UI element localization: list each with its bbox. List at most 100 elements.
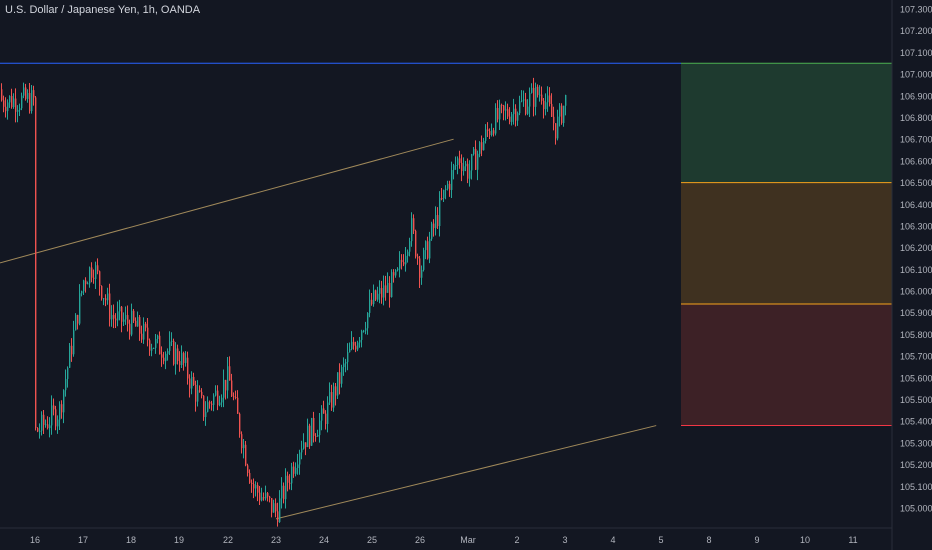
- candle-body: [145, 323, 147, 328]
- candle-body: [41, 414, 43, 431]
- candle-body: [249, 472, 251, 483]
- candle-body: [509, 116, 511, 122]
- candle-body: [369, 299, 371, 313]
- candle-body: [57, 419, 59, 427]
- price-tick-label: 105.800: [900, 330, 932, 340]
- candle-body: [431, 223, 433, 239]
- time-tick-label: 16: [30, 535, 40, 545]
- candle-body: [139, 317, 141, 334]
- candle-body: [13, 98, 15, 108]
- candle-body: [327, 402, 329, 424]
- channel-upper-line: [0, 138, 454, 264]
- candle-body: [277, 511, 279, 523]
- zone-loss: [681, 304, 892, 426]
- candle-body: [127, 315, 129, 324]
- risk-reward-zones[interactable]: [681, 62, 892, 427]
- candle-body: [437, 215, 439, 227]
- candle-body: [109, 293, 111, 320]
- candle-body: [173, 340, 175, 365]
- price-tick-label: 105.300: [900, 438, 932, 448]
- candle-body: [461, 162, 463, 172]
- candle-body: [31, 90, 33, 112]
- candle-body: [299, 452, 301, 465]
- time-tick-label: 17: [78, 535, 88, 545]
- price-tick-label: 105.100: [900, 482, 932, 492]
- candle-body: [333, 386, 335, 408]
- candle-body: [487, 129, 489, 132]
- time-tick-label: 11: [848, 535, 857, 545]
- candle-body: [161, 354, 163, 358]
- candle-body: [265, 493, 267, 499]
- candle-body: [279, 498, 281, 523]
- candle-body: [185, 357, 187, 363]
- candle-body: [245, 444, 247, 466]
- candle-body: [367, 312, 369, 329]
- candle-body: [1, 89, 3, 101]
- candle-body: [545, 102, 547, 110]
- candle-body: [81, 291, 83, 294]
- candle-body: [285, 475, 287, 500]
- candle-body: [501, 104, 503, 106]
- price-tick-label: 106.000: [900, 287, 932, 297]
- candle-body: [189, 378, 191, 389]
- price-tick-label: 106.300: [900, 221, 932, 231]
- candle-body: [125, 315, 127, 320]
- candle-body: [407, 251, 409, 256]
- candle-body: [439, 198, 441, 227]
- candle-body: [177, 348, 179, 362]
- candle-body: [115, 318, 117, 321]
- candle-body: [377, 293, 379, 300]
- candle-body: [555, 123, 557, 139]
- candle-body: [95, 265, 97, 279]
- candle-body: [411, 218, 413, 242]
- time-tick-label: 25: [367, 535, 377, 545]
- candle-body: [551, 103, 553, 117]
- price-tick-label: 106.100: [900, 265, 932, 275]
- candle-body: [453, 165, 455, 171]
- candle-body: [489, 131, 491, 135]
- time-axis[interactable]: 16 17 18 19 22 23 24 25 26 Mar 2 3 4 5 8 9 10 11: [0, 527, 892, 545]
- candle-body: [275, 503, 277, 512]
- candle-body: [349, 349, 351, 353]
- candle-body: [43, 414, 45, 425]
- candle-body: [415, 230, 417, 257]
- candle-body: [457, 158, 459, 166]
- candle-body: [481, 142, 483, 151]
- zone-profit: [681, 63, 892, 183]
- candle-body: [253, 484, 255, 489]
- candle-body: [263, 497, 265, 499]
- candle-body: [11, 96, 13, 108]
- candle-body: [111, 314, 113, 320]
- price-tick-label: 106.600: [900, 156, 932, 166]
- candle-body: [197, 390, 199, 402]
- time-tick-label: 2: [514, 535, 519, 545]
- candle-body: [371, 299, 373, 305]
- candle-body: [297, 464, 299, 469]
- candle-body: [507, 109, 509, 117]
- candle-body: [355, 345, 357, 350]
- candle-body: [341, 367, 343, 384]
- candle-body: [163, 357, 165, 362]
- candle-body: [423, 250, 425, 270]
- candle-body: [131, 310, 133, 335]
- candle-body: [445, 188, 447, 190]
- time-tick-label: 22: [223, 535, 233, 545]
- trend-channel[interactable]: [0, 138, 657, 520]
- candle-body: [97, 265, 99, 272]
- candle-body: [169, 341, 171, 351]
- candle-body: [19, 108, 21, 110]
- candle-body: [565, 95, 567, 106]
- time-tick-label: 8: [706, 535, 711, 545]
- candle-body: [477, 153, 479, 170]
- price-axis[interactable]: 107.300 107.200 107.100 107.000 106.900 106.8…: [891, 0, 932, 550]
- price-tick-label: 105.500: [900, 395, 932, 405]
- candle-body: [391, 272, 393, 298]
- candle-body: [99, 271, 101, 287]
- candle-body: [395, 270, 397, 276]
- time-tick-label: Mar: [460, 535, 476, 545]
- candle-body: [135, 320, 137, 327]
- candle-body: [311, 417, 313, 446]
- candle-body: [319, 420, 321, 436]
- candle-body: [303, 442, 305, 449]
